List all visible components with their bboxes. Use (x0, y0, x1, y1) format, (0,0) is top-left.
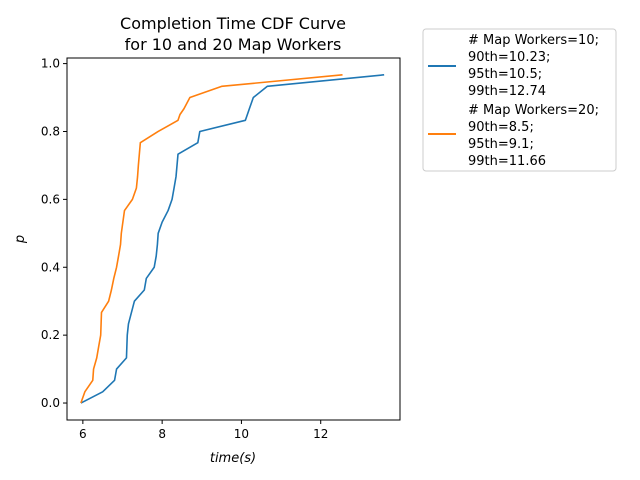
y-tick-label: 1.0 (41, 57, 60, 71)
x-ticks: 6 8 10 12 (79, 420, 328, 441)
legend: # Map Workers=10; 90th=10.23; 95th=10.5;… (422, 28, 617, 172)
y-axis-label: p (13, 235, 28, 244)
legend-entry-20-workers: # Map Workers=20; 90th=8.5; 95th=9.1; 99… (468, 103, 603, 169)
chart-title-line-1: Completion Time CDF Curve (120, 14, 346, 33)
y-ticks: 0.0 0.2 0.4 0.6 0.8 1.0 (41, 57, 67, 410)
series-layer (80, 74, 385, 404)
x-tick-label: 10 (234, 427, 249, 441)
x-tick-label: 6 (79, 427, 87, 441)
y-tick-label: 0.4 (41, 260, 60, 274)
chart-title-line-2: for 10 and 20 Map Workers (125, 35, 342, 54)
y-tick-label: 0.6 (41, 192, 60, 206)
y-tick-label: 0.2 (41, 328, 60, 342)
legend-frame (422, 28, 617, 172)
legend-entry-10-workers: # Map Workers=10; 90th=10.23; 95th=10.5;… (468, 33, 603, 99)
axes-frame (66, 57, 401, 421)
y-tick-label: 0.8 (41, 124, 60, 138)
x-axis-label: time(s) (210, 451, 256, 466)
series-line-20-workers (80, 74, 343, 404)
series-line-10-workers (80, 74, 385, 404)
plot-area: 6 8 10 12 0.0 0.2 0.4 0.6 0.8 1.0 (41, 57, 401, 441)
x-tick-label: 8 (158, 427, 166, 441)
x-tick-label: 12 (313, 427, 328, 441)
y-tick-label: 0.0 (41, 396, 60, 410)
